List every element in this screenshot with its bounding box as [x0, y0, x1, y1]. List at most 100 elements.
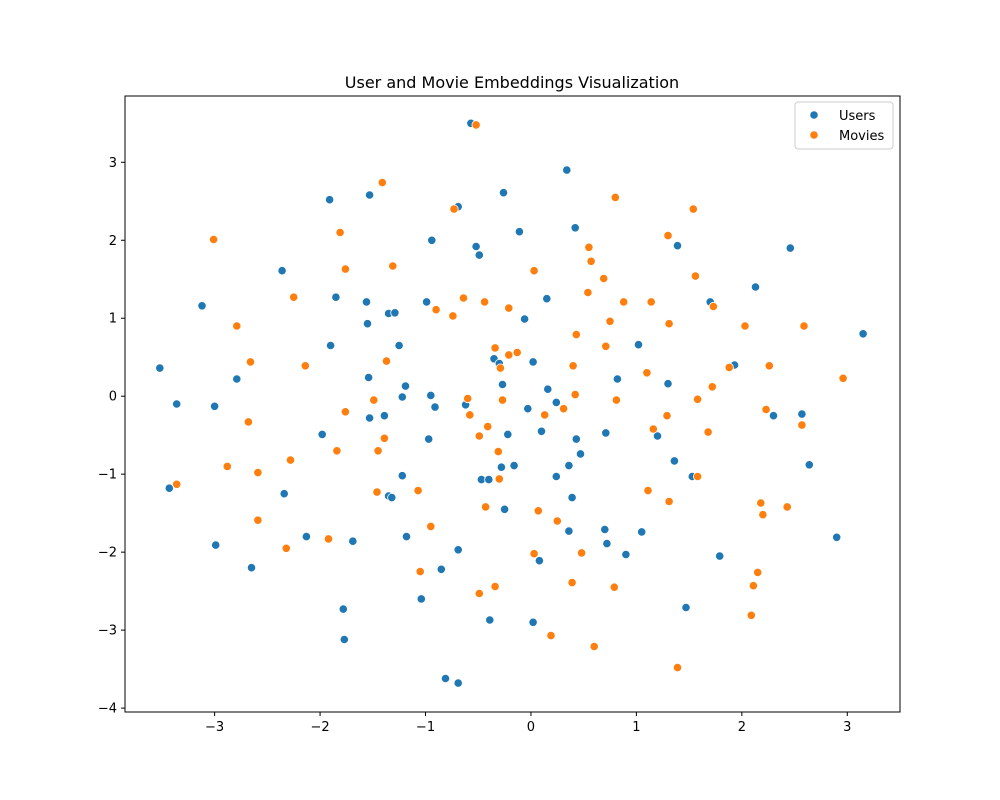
movie-point: [643, 485, 653, 496]
movie-point: [609, 582, 619, 592]
user-point: [338, 604, 348, 614]
movie-point: [243, 417, 253, 427]
user-point: [536, 426, 547, 436]
x-tick-label: 1: [632, 720, 640, 735]
legend-box: [794, 101, 894, 150]
movie-point: [529, 549, 539, 559]
movie-point: [567, 577, 577, 588]
user-point: [424, 434, 434, 444]
movie-point: [619, 297, 629, 307]
user-point: [453, 545, 463, 555]
user-point: [768, 411, 779, 421]
movie-point: [480, 502, 491, 512]
user-point: [715, 551, 725, 561]
user-point: [600, 524, 610, 535]
movie-point: [209, 234, 219, 245]
movie-point: [388, 261, 398, 271]
series-movies: [172, 120, 848, 673]
user-point: [570, 223, 580, 233]
movie-point: [601, 341, 611, 351]
x-tick-label: −3: [205, 720, 224, 735]
user-point: [197, 301, 207, 311]
user-point: [364, 190, 375, 200]
user-point: [542, 294, 552, 304]
movie-point: [611, 395, 622, 405]
user-point: [499, 504, 510, 514]
movie-point: [413, 485, 423, 496]
user-point: [534, 556, 545, 566]
user-point: [785, 243, 795, 253]
plot-frame: [124, 95, 901, 713]
user-point: [528, 357, 538, 367]
movie-point: [552, 516, 562, 526]
movie-point: [672, 662, 683, 673]
movie-point: [289, 292, 299, 302]
user-point: [394, 340, 404, 351]
user-point: [633, 340, 644, 350]
user-point: [164, 483, 174, 493]
x-tick-label: −1: [416, 720, 435, 735]
user-point: [453, 678, 463, 688]
movie-point: [646, 297, 656, 307]
user-point: [421, 297, 432, 307]
user-point: [509, 460, 519, 471]
movie-point: [570, 389, 580, 400]
user-point: [324, 195, 335, 205]
movie-point: [688, 204, 698, 214]
movie-point: [740, 321, 750, 331]
movie-point: [490, 581, 500, 592]
chart-title: User and Movie Embeddings Visualization: [345, 73, 679, 92]
user-point: [172, 399, 182, 409]
user-point: [364, 413, 375, 423]
movie-point: [690, 271, 701, 281]
y-tick-label: 3: [109, 156, 117, 171]
user-point: [571, 434, 581, 444]
legend-label-users: Users: [839, 109, 876, 124]
movie-point: [332, 446, 342, 456]
user-point: [567, 492, 577, 503]
movie-point: [281, 543, 291, 553]
x-tick-label: 2: [738, 720, 746, 735]
movie-point: [253, 515, 263, 525]
movie-point: [546, 630, 556, 641]
movie-point: [335, 227, 345, 238]
user-point: [436, 564, 446, 574]
x-tick-label: 3: [843, 720, 851, 735]
movie-point: [504, 303, 514, 313]
user-point: [401, 531, 412, 542]
movie-point: [664, 496, 674, 507]
movie-point: [369, 395, 379, 405]
movie-point: [479, 297, 490, 307]
movie-point: [431, 305, 441, 315]
movie-point: [758, 510, 768, 520]
movie-point: [494, 474, 504, 484]
movie-point: [782, 502, 792, 512]
user-point: [514, 227, 525, 237]
y-tick-label: −1: [98, 468, 117, 483]
user-point: [575, 449, 586, 459]
user-point: [339, 634, 349, 645]
x-tick-label: 0: [527, 720, 535, 735]
user-point: [232, 374, 242, 384]
user-point: [485, 615, 495, 625]
user-point: [543, 384, 553, 394]
user-point: [397, 392, 407, 402]
movie-point: [799, 321, 809, 331]
user-point: [564, 526, 574, 536]
user-point: [379, 411, 389, 421]
movie-point: [664, 319, 674, 329]
movie-point: [483, 421, 493, 432]
user-point: [832, 532, 842, 542]
user-point: [416, 594, 426, 604]
user-point: [681, 602, 691, 613]
user-point: [551, 471, 561, 482]
user-point: [390, 308, 400, 318]
user-point: [471, 241, 481, 252]
movie-point: [504, 350, 514, 360]
user-point: [637, 527, 647, 537]
user-point: [519, 314, 530, 324]
user-point: [426, 390, 436, 400]
user-point: [858, 329, 868, 339]
